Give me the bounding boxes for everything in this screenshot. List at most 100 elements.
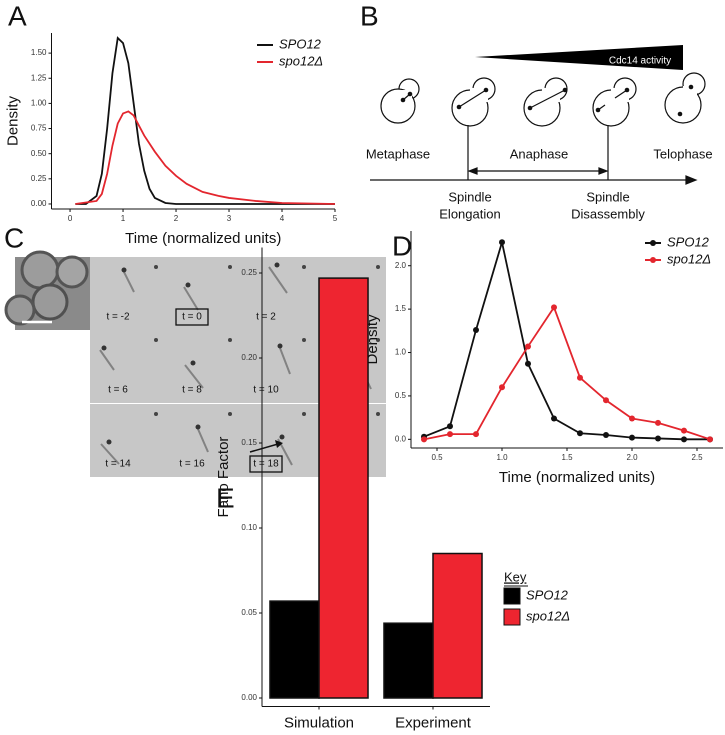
legend-label: SPO12: [526, 587, 569, 602]
panel-label: E: [216, 482, 235, 513]
bar: [383, 622, 434, 699]
pole-signal: [277, 343, 283, 349]
pole-signal: [185, 282, 191, 288]
legend-swatch: [503, 587, 521, 605]
x-tick-label: 1.5: [561, 453, 573, 462]
micrograph-grid: t = -2t = 0t = 2t = 4t = 6t = 8t = 10t =…: [90, 257, 386, 477]
bar: [269, 600, 320, 699]
y-tick-label: 0.5: [395, 391, 407, 400]
x-tick-label: 2: [174, 214, 179, 223]
micrograph-tile: [90, 257, 164, 330]
event-label: Spindle: [586, 189, 629, 204]
micrograph-tile-shade: [238, 257, 312, 330]
series-line: [75, 110, 336, 205]
y-tick-label: 0.25: [241, 268, 257, 277]
event-label: Disassembly: [571, 206, 645, 221]
legend-swatch: [503, 608, 521, 626]
micrograph-tile: [90, 330, 164, 403]
spindle-signal: [183, 286, 199, 311]
pole-signal: [302, 412, 306, 416]
series-line: [423, 305, 711, 441]
pole-signal: [376, 412, 380, 416]
legend-title: Key: [504, 569, 527, 584]
point: [681, 427, 687, 434]
micrograph-tile: [238, 330, 312, 403]
brightfield: [4, 250, 90, 330]
diagram: Cdc14 activity: [366, 45, 713, 221]
pole-signal: [154, 412, 158, 416]
panel-label: D: [392, 230, 412, 261]
y-tick-label: 0.00: [241, 693, 257, 702]
pole-signal: [279, 434, 285, 440]
activity-wedge: [475, 45, 683, 70]
spindle-signal: [268, 266, 288, 294]
stage-label: Telophase: [653, 146, 712, 161]
point: [499, 384, 505, 391]
micrograph: t = 18: [238, 404, 312, 477]
y-tick-label: 0.20: [241, 353, 257, 362]
y-tick-label: 1.50: [31, 48, 47, 57]
stage-label: Metaphase: [366, 146, 430, 161]
micrograph: t = 14: [90, 404, 164, 477]
y-axis-label: Density: [4, 95, 21, 146]
point: [629, 434, 635, 441]
x-tick-label: 0.5: [431, 453, 443, 462]
y-tick-label: 0.10: [241, 523, 257, 532]
timeline: [370, 125, 698, 185]
cells: [380, 72, 706, 127]
point: [551, 415, 557, 422]
legend-label: SPO12: [667, 234, 710, 249]
y-axis-label: Fano Factor: [215, 437, 232, 518]
pole-signal: [376, 265, 380, 269]
micrograph-tile-shade: [90, 330, 164, 403]
pole-signal: [154, 338, 158, 342]
point: [525, 360, 531, 367]
x-tick-label: 5: [333, 214, 338, 223]
x-tick-label: Experiment: [395, 714, 472, 731]
legend-label: spo12Δ: [279, 53, 323, 68]
point: [603, 431, 609, 438]
micrograph: t = 8: [164, 330, 238, 403]
spindle-signal: [197, 428, 209, 453]
micrograph: t = 6: [90, 330, 164, 403]
stage-label: Anaphase: [510, 146, 569, 161]
y-tick-label: 0.25: [31, 174, 47, 183]
x-tick-label: Simulation: [284, 714, 354, 731]
micrograph: t = 10: [238, 330, 312, 403]
y-tick-label: 0.75: [31, 124, 47, 133]
point: [473, 326, 479, 333]
time-label: t = 8: [182, 385, 202, 396]
time-label: t = 0: [182, 312, 202, 323]
legend-marker: [650, 257, 656, 263]
x-tick-label: 2.0: [626, 453, 638, 462]
micrograph: t = 0: [164, 257, 238, 330]
point: [603, 397, 609, 404]
micrograph-tile: [164, 404, 238, 477]
y-tick-label: 1.00: [31, 99, 47, 108]
event-label: Spindle: [448, 189, 491, 204]
point: [577, 430, 583, 437]
time-label: t = 2: [256, 312, 276, 323]
legend-label: spo12Δ: [526, 608, 570, 623]
pole-signal: [154, 265, 158, 269]
micrograph-tile-shade: [90, 404, 164, 477]
y-tick-label: 0.00: [31, 199, 47, 208]
point: [681, 436, 687, 443]
pole-signal: [302, 265, 306, 269]
pole-signal: [302, 338, 306, 342]
x-tick-label: 1.0: [496, 453, 508, 462]
time-label: t = 18: [253, 459, 279, 470]
y-tick-label: 0.0: [395, 434, 407, 443]
spindle-signal: [279, 347, 291, 375]
arrow: [249, 443, 279, 453]
point: [707, 436, 713, 443]
x-tick-label: 4: [280, 214, 285, 223]
x-tick-label: 3: [227, 214, 232, 223]
x-axis-label: Time (normalized units): [125, 230, 281, 247]
time-label: t = 14: [105, 459, 131, 470]
spindle-signal: [123, 271, 135, 293]
spindle-signal: [100, 443, 120, 465]
panel-label: C: [4, 222, 24, 253]
x-tick-label: 0: [68, 214, 73, 223]
y-tick-label: 0.05: [241, 608, 257, 617]
